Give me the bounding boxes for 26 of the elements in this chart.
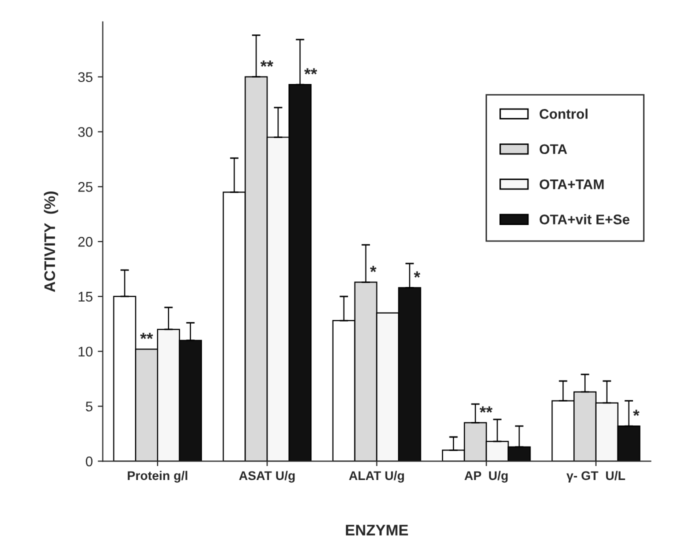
y-tick-label: 25 [78, 182, 92, 192]
annotation: ** [260, 60, 274, 67]
annotation: ** [480, 406, 493, 413]
y-tick-label: 35 [78, 72, 92, 82]
y-tick-label: 5 [86, 402, 92, 412]
legend-label: OTA+vit E+Se [540, 214, 630, 224]
y-axis-title: ACTIVITY (%) [44, 192, 58, 292]
legend-label: OTA [540, 144, 568, 154]
annotation: * [370, 266, 376, 272]
annotation: ** [140, 332, 154, 340]
x-tick-label: γ- GT U/L [566, 470, 626, 483]
legend-label: Control [540, 108, 588, 119]
y-tick-label: 20 [78, 236, 92, 247]
annotation: * [633, 410, 640, 416]
annotation: * [414, 271, 420, 278]
x-tick-label: ALAT U/g [349, 470, 404, 483]
y-tick-label: 30 [78, 127, 92, 137]
y-tick-label: 10 [78, 346, 92, 357]
annotation: ** [304, 68, 318, 74]
legend-label: OTA+TAM [540, 179, 604, 190]
x-tick-label: AP U/g [464, 470, 508, 483]
y-tick-label: 15 [78, 292, 92, 302]
y-tick-label: 0 [86, 456, 92, 466]
x-tick-label: Protein g/l [128, 470, 188, 483]
x-axis-title: ENZYME [346, 524, 408, 536]
x-tick-label: ASAT U/g [239, 470, 295, 483]
